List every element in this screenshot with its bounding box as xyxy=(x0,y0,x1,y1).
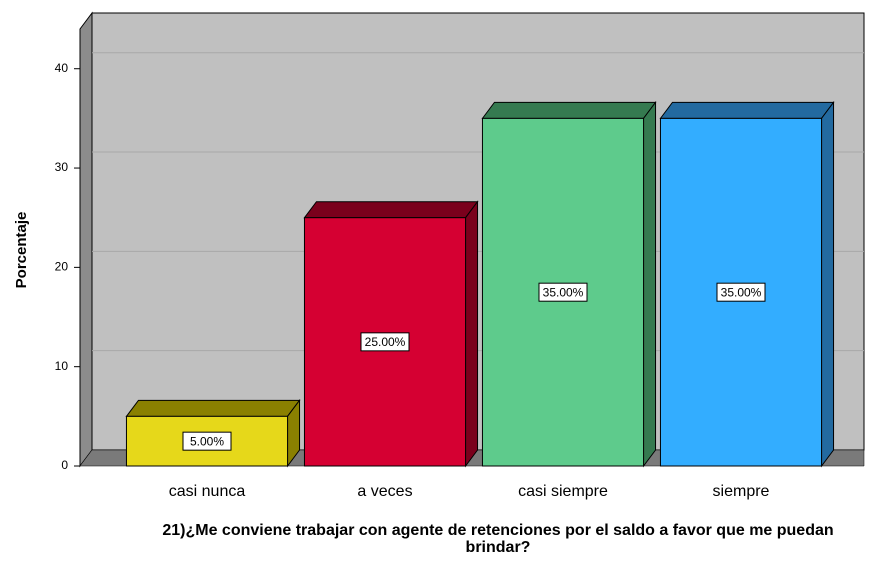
x-tick-label: a veces xyxy=(357,483,412,500)
value-label-box xyxy=(182,431,232,451)
value-label-box xyxy=(716,282,766,302)
bar-top xyxy=(659,101,835,119)
y-axis-label: Porcentaje xyxy=(13,212,30,289)
bar-top xyxy=(125,399,301,417)
value-label: 5.00% xyxy=(190,434,224,448)
value-label-box xyxy=(360,332,410,352)
bar-top xyxy=(303,201,479,219)
side-wall xyxy=(79,11,93,468)
value-label: 25.00% xyxy=(365,335,406,349)
bar-side xyxy=(643,100,657,468)
x-axis-label: 21)¿Me conviene trabajar con agente de r… xyxy=(162,522,834,556)
x-tick-label: casi siempre xyxy=(518,483,608,500)
y-tick-label: 20 xyxy=(55,260,69,274)
y-tick-label: 40 xyxy=(55,61,69,75)
bar-side xyxy=(465,200,479,468)
bar-top xyxy=(481,101,657,119)
value-label: 35.00% xyxy=(543,285,584,299)
x-tick-label: siempre xyxy=(713,483,770,500)
y-tick-label: 30 xyxy=(55,160,69,174)
bar-side xyxy=(821,100,835,468)
value-label-box xyxy=(538,282,588,302)
y-tick-label: 0 xyxy=(61,458,68,472)
value-label: 35.00% xyxy=(721,285,762,299)
x-tick-label: casi nunca xyxy=(169,483,246,500)
y-tick-label: 10 xyxy=(55,359,69,373)
chart: Porcentaje 0 10 20 30 40 5.00% casi nunca 25.00… xyxy=(13,11,865,500)
